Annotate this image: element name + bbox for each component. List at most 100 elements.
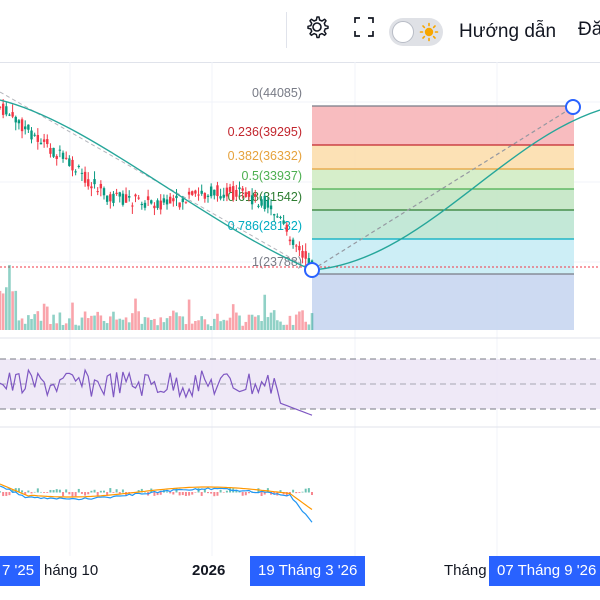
volume-bar <box>228 317 232 330</box>
macd-bar <box>65 489 68 493</box>
candle-body <box>93 179 96 185</box>
macd-bar <box>125 492 128 497</box>
volume-bar <box>285 324 289 330</box>
macd-bar <box>307 488 310 493</box>
fib-handle-bottom[interactable] <box>304 262 320 278</box>
candle-body <box>191 191 194 195</box>
volume-bar <box>197 320 200 330</box>
candle-body <box>228 186 232 192</box>
macd-bar <box>241 492 244 496</box>
volume-bar <box>1 293 5 330</box>
candle-body <box>172 198 175 202</box>
macd-bar <box>273 492 276 495</box>
volume-bar <box>187 299 191 330</box>
candle-body <box>83 171 87 183</box>
guide-button[interactable]: Hướng dẫn <box>459 21 557 42</box>
macd-bar <box>140 488 143 493</box>
volume-bar <box>112 311 115 330</box>
volume-bar <box>266 317 270 330</box>
volume-bars <box>0 264 314 330</box>
volume-bar <box>127 322 131 330</box>
macd-bar <box>311 492 313 496</box>
sun-icon <box>419 22 439 42</box>
volume-bar <box>23 323 27 330</box>
macd-bar <box>96 492 99 496</box>
volume-bar <box>162 322 166 330</box>
axis-highlight-left: 7 '25 <box>0 556 40 586</box>
truncated-button[interactable]: Đă <box>578 19 600 40</box>
candle-body <box>232 186 235 200</box>
fib-trend-line[interactable] <box>311 106 574 271</box>
volume-bar <box>0 290 2 330</box>
volume-bar <box>276 320 279 330</box>
candle-body <box>11 112 14 117</box>
volume-bar <box>36 311 40 330</box>
candle-body <box>194 190 197 194</box>
macd-bar <box>301 491 304 493</box>
volume-bar <box>269 312 273 330</box>
volume-bar <box>8 264 11 330</box>
macd-bar <box>184 492 187 496</box>
volume-bar <box>105 323 109 330</box>
settings-button[interactable] <box>300 10 334 44</box>
axis-label-year: 2026 <box>192 562 226 579</box>
fib-zone-0382-05 <box>312 169 574 189</box>
candle-body <box>140 203 144 206</box>
volume-bar <box>263 294 267 330</box>
time-axis[interactable]: 7 '25 háng 10 2026 19 Tháng 3 '26 Tháng … <box>0 556 600 586</box>
macd-bar <box>137 490 140 493</box>
candle-body <box>213 189 216 196</box>
theme-toggle[interactable] <box>389 18 443 46</box>
volume-bar <box>131 313 134 330</box>
volume-bar <box>184 324 188 330</box>
candle-body <box>71 159 74 171</box>
macd-bar <box>298 492 301 493</box>
candle-body <box>99 183 103 189</box>
candle-body <box>178 202 181 208</box>
volume-bar <box>45 306 49 330</box>
macd-bar <box>30 492 33 494</box>
candle-body <box>137 197 140 199</box>
candle-body <box>30 130 33 140</box>
volume-bar <box>181 316 185 330</box>
macd-bar <box>194 492 197 493</box>
volume-bar <box>159 317 163 330</box>
volume-bar <box>235 312 238 330</box>
macd-bar <box>2 492 5 497</box>
fib-label-05: 0.5(33937) <box>242 169 302 183</box>
volume-bar <box>231 304 235 330</box>
candle-body <box>159 200 162 210</box>
top-toolbar: Hướng dẫn Đă <box>0 0 600 63</box>
volume-bar <box>102 320 106 330</box>
candle-body <box>68 158 71 166</box>
candle-body <box>5 106 8 115</box>
candle-body <box>285 224 288 232</box>
volume-bar <box>71 302 74 330</box>
volume-bar <box>86 318 90 330</box>
macd-bar <box>247 492 250 494</box>
rsi-pane <box>0 358 600 416</box>
macd-bar <box>46 492 49 493</box>
volume-bar <box>244 321 248 330</box>
macd-bar <box>166 491 169 493</box>
axis-highlight-end: 07 Tháng 9 '26 <box>489 556 600 586</box>
fib-handle-top[interactable] <box>565 99 581 115</box>
volume-bar <box>14 290 18 330</box>
macd-pane <box>0 483 313 523</box>
price-candles <box>0 98 314 277</box>
macd-bar <box>260 492 263 496</box>
candle-body <box>20 119 24 132</box>
candle-body <box>175 195 178 199</box>
macd-bar <box>62 492 65 497</box>
volume-bar <box>250 314 254 330</box>
volume-bar <box>49 323 52 330</box>
chart-area[interactable]: 0(44085) 0.236(39295) 0.382(36332) 0.5(3… <box>0 62 600 556</box>
fib-retracement[interactable]: 0(44085) 0.236(39295) 0.382(36332) 0.5(3… <box>228 86 574 330</box>
toggle-knob <box>392 21 414 43</box>
macd-bar <box>121 489 124 493</box>
fib-label-1: 1(23788) <box>252 255 302 269</box>
volume-bar <box>206 324 210 330</box>
candle-body <box>105 195 109 202</box>
candle-body <box>263 195 266 210</box>
fullscreen-button[interactable] <box>347 10 381 44</box>
